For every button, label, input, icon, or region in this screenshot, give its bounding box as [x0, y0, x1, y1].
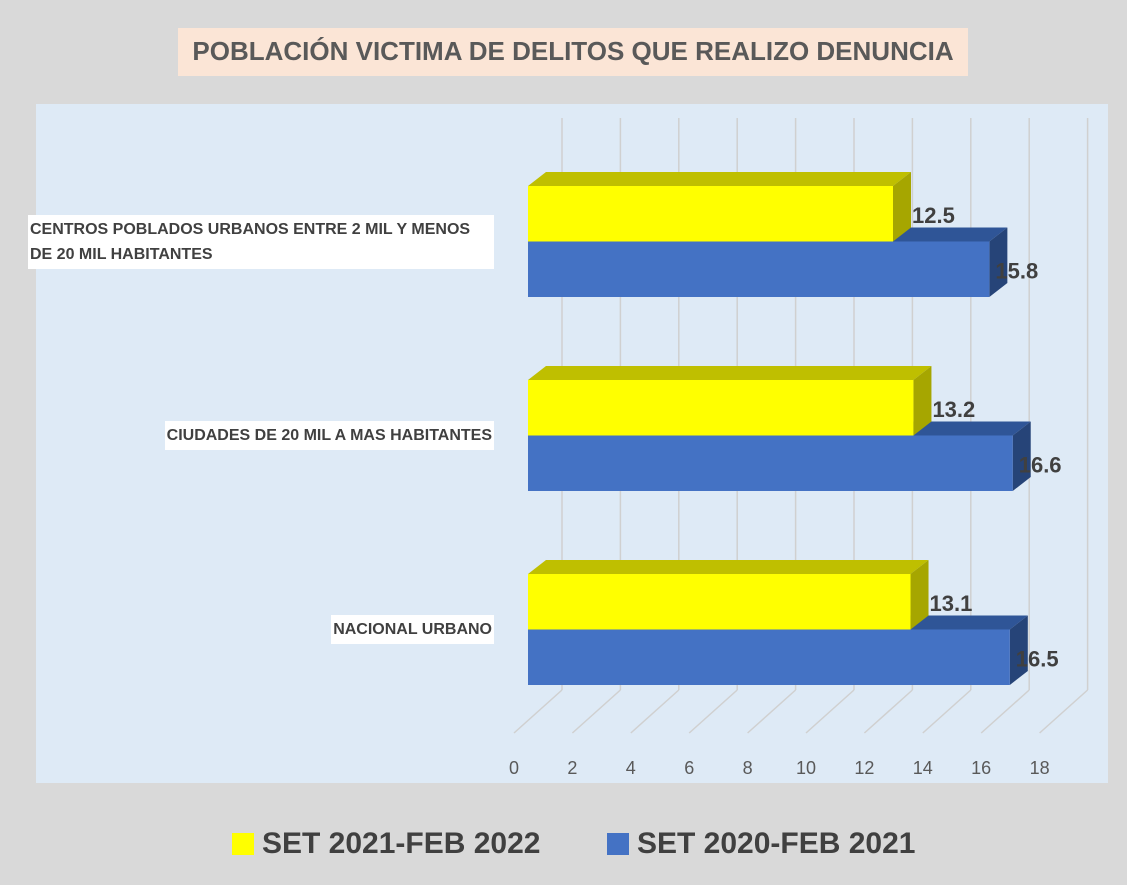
legend-swatch: [232, 833, 254, 855]
bar-side: [913, 366, 932, 436]
bar-side: [989, 227, 1008, 297]
x-tick-label: 2: [567, 758, 577, 778]
x-tick-label: 16: [971, 758, 991, 778]
floor-line: [630, 689, 680, 734]
bar-side: [893, 172, 911, 242]
x-tick-label: 8: [743, 758, 753, 778]
floor-line: [688, 689, 738, 734]
y-tick-label: NACIONAL URBANO: [331, 615, 494, 644]
x-tick-label: 12: [854, 758, 874, 778]
floor-line: [805, 689, 855, 734]
bar: [528, 241, 990, 297]
bar: [528, 186, 893, 242]
x-tick-label: 10: [796, 758, 816, 778]
value-label: 15.8: [995, 258, 1038, 283]
value-label: 13.2: [932, 397, 975, 422]
floor-line: [922, 689, 972, 734]
x-tick-label: 4: [626, 758, 636, 778]
bar: [528, 574, 911, 630]
bar: [528, 629, 1010, 685]
value-label: 16.6: [1019, 452, 1062, 477]
floor-line: [980, 689, 1030, 734]
bar: [528, 380, 914, 436]
value-label: 13.1: [930, 591, 973, 616]
bar-side: [910, 560, 929, 630]
floor-line: [1039, 689, 1089, 734]
legend-label: SET 2021-FEB 2022: [262, 827, 540, 860]
chart-title: POBLACIÓN VICTIMA DE DELITOS QUE REALIZO…: [192, 36, 953, 66]
value-label: 12.5: [912, 203, 955, 228]
floor-line: [513, 689, 563, 734]
x-tick-label: 14: [913, 758, 933, 778]
floor-line: [863, 689, 913, 734]
x-tick-label: 0: [509, 758, 519, 778]
y-tick-label: CENTROS POBLADOS URBANOS ENTRE 2 MIL Y M…: [28, 214, 494, 269]
legend-swatch: [607, 833, 629, 855]
x-tick-label: 18: [1030, 758, 1050, 778]
bar-top: [528, 560, 929, 574]
value-label: 16.5: [1016, 646, 1059, 671]
bar-side: [1012, 421, 1031, 491]
x-tick-label: 6: [684, 758, 694, 778]
legend-label: SET 2020-FEB 2021: [637, 827, 915, 860]
bar-side: [1009, 615, 1028, 685]
floor-line: [571, 689, 621, 734]
bar-top: [528, 366, 932, 380]
y-tick-label: CIUDADES DE 20 MIL A MAS HABITANTES: [164, 421, 494, 450]
bar-top: [528, 172, 911, 186]
floor-line: [747, 689, 797, 734]
bar: [528, 435, 1013, 491]
title-box: [178, 28, 968, 76]
